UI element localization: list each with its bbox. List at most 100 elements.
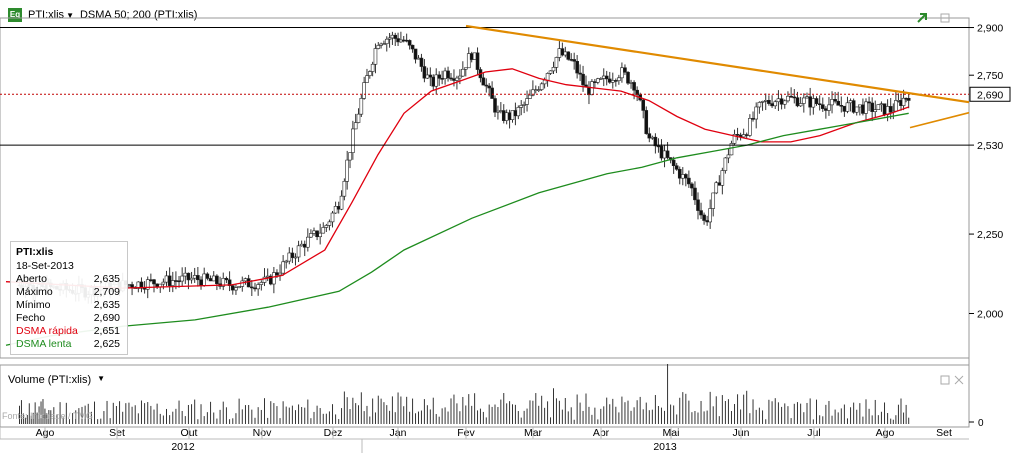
candle [351, 120, 355, 160]
candle [820, 97, 825, 112]
info-label: Máximo [16, 286, 53, 298]
candle [256, 282, 260, 296]
candle-body [382, 43, 386, 46]
candle-body [130, 284, 134, 288]
candle-body [662, 150, 667, 159]
info-value: 2,625 [93, 338, 120, 350]
candle-body [723, 157, 728, 171]
close-icon[interactable] [954, 375, 964, 385]
candle-body [604, 75, 609, 80]
dsma-fast-line [5, 68, 909, 289]
candle-body [635, 89, 639, 96]
candle-body [145, 279, 150, 290]
candle-body [757, 102, 762, 108]
candle-body [299, 243, 304, 247]
candle-body [262, 276, 267, 283]
candle-body [798, 103, 803, 107]
candle-body [827, 104, 831, 111]
candle-body [196, 275, 200, 281]
candle-body [833, 99, 837, 102]
info-row-open: Aberto 2,635 [16, 273, 124, 285]
candle [296, 240, 301, 263]
candle [779, 94, 784, 110]
candle-body [224, 277, 229, 281]
candle-body [782, 100, 787, 105]
candle-body [536, 89, 541, 91]
restore-icon[interactable] [940, 13, 950, 23]
candle [581, 65, 585, 92]
candle-body [708, 208, 712, 223]
candle-body [167, 275, 172, 286]
candle-body [773, 101, 778, 107]
candle-body [306, 236, 310, 248]
candle-body [348, 152, 352, 161]
candle [237, 286, 241, 289]
info-value: 2,635 [93, 299, 120, 311]
candle-body [792, 96, 797, 99]
candle-body [671, 159, 676, 167]
candle-body [557, 48, 562, 58]
candle-body [519, 105, 524, 108]
candle [472, 52, 477, 60]
candle [393, 32, 398, 46]
volume-pane-header[interactable]: Volume (PTI:xlis) ▼ [8, 374, 105, 386]
info-label: Aberto [16, 273, 47, 285]
candle-body [211, 275, 216, 282]
candle [735, 127, 740, 141]
current-price-box [969, 86, 1011, 102]
candle-body [876, 104, 881, 110]
candle-body [425, 74, 430, 79]
candle-body [437, 74, 441, 79]
candle-body [461, 68, 465, 77]
candle-body [215, 275, 219, 285]
candle [720, 167, 725, 195]
candle [554, 56, 559, 74]
expand-icon[interactable] [917, 13, 927, 23]
resistance-trendline [465, 24, 970, 104]
info-date: 18-Set-2013 [16, 260, 74, 272]
candle-body [356, 113, 361, 123]
candle [199, 276, 203, 290]
candle-body [830, 99, 834, 106]
candle [596, 77, 600, 85]
candle [306, 228, 310, 252]
candle-body [253, 287, 257, 290]
candle-body [275, 272, 279, 276]
chevron-down-icon: ▼ [66, 11, 74, 20]
candle [384, 36, 389, 52]
candle-body [726, 154, 731, 159]
info-label: Mínimo [16, 299, 51, 311]
candle-body [593, 81, 597, 83]
candle-body [278, 272, 282, 276]
candle [617, 74, 621, 85]
candle [507, 109, 512, 129]
candle [836, 91, 841, 106]
candle-body [882, 103, 887, 115]
candle [604, 70, 609, 86]
candle [723, 157, 728, 174]
candle [560, 42, 565, 57]
candle-body [566, 51, 571, 60]
year-label: 2012 [171, 441, 195, 453]
candle [359, 94, 364, 118]
candle-body [484, 84, 489, 87]
candle [348, 152, 352, 169]
candle-body [851, 100, 856, 113]
candle-body [554, 57, 559, 68]
candle-body [717, 182, 722, 186]
candle-body [365, 75, 369, 83]
candle-body [368, 71, 372, 76]
candle-body [259, 282, 264, 285]
candle-body [560, 48, 565, 56]
candle [817, 95, 822, 111]
restore-volume-icon[interactable] [940, 375, 950, 385]
candle [830, 91, 834, 114]
y-tick-label: 2,900 [977, 23, 1003, 35]
candle [180, 267, 184, 287]
candle [136, 281, 141, 293]
candle [376, 42, 381, 50]
candle-body [729, 143, 734, 156]
candle [696, 192, 700, 220]
candle [776, 90, 781, 111]
